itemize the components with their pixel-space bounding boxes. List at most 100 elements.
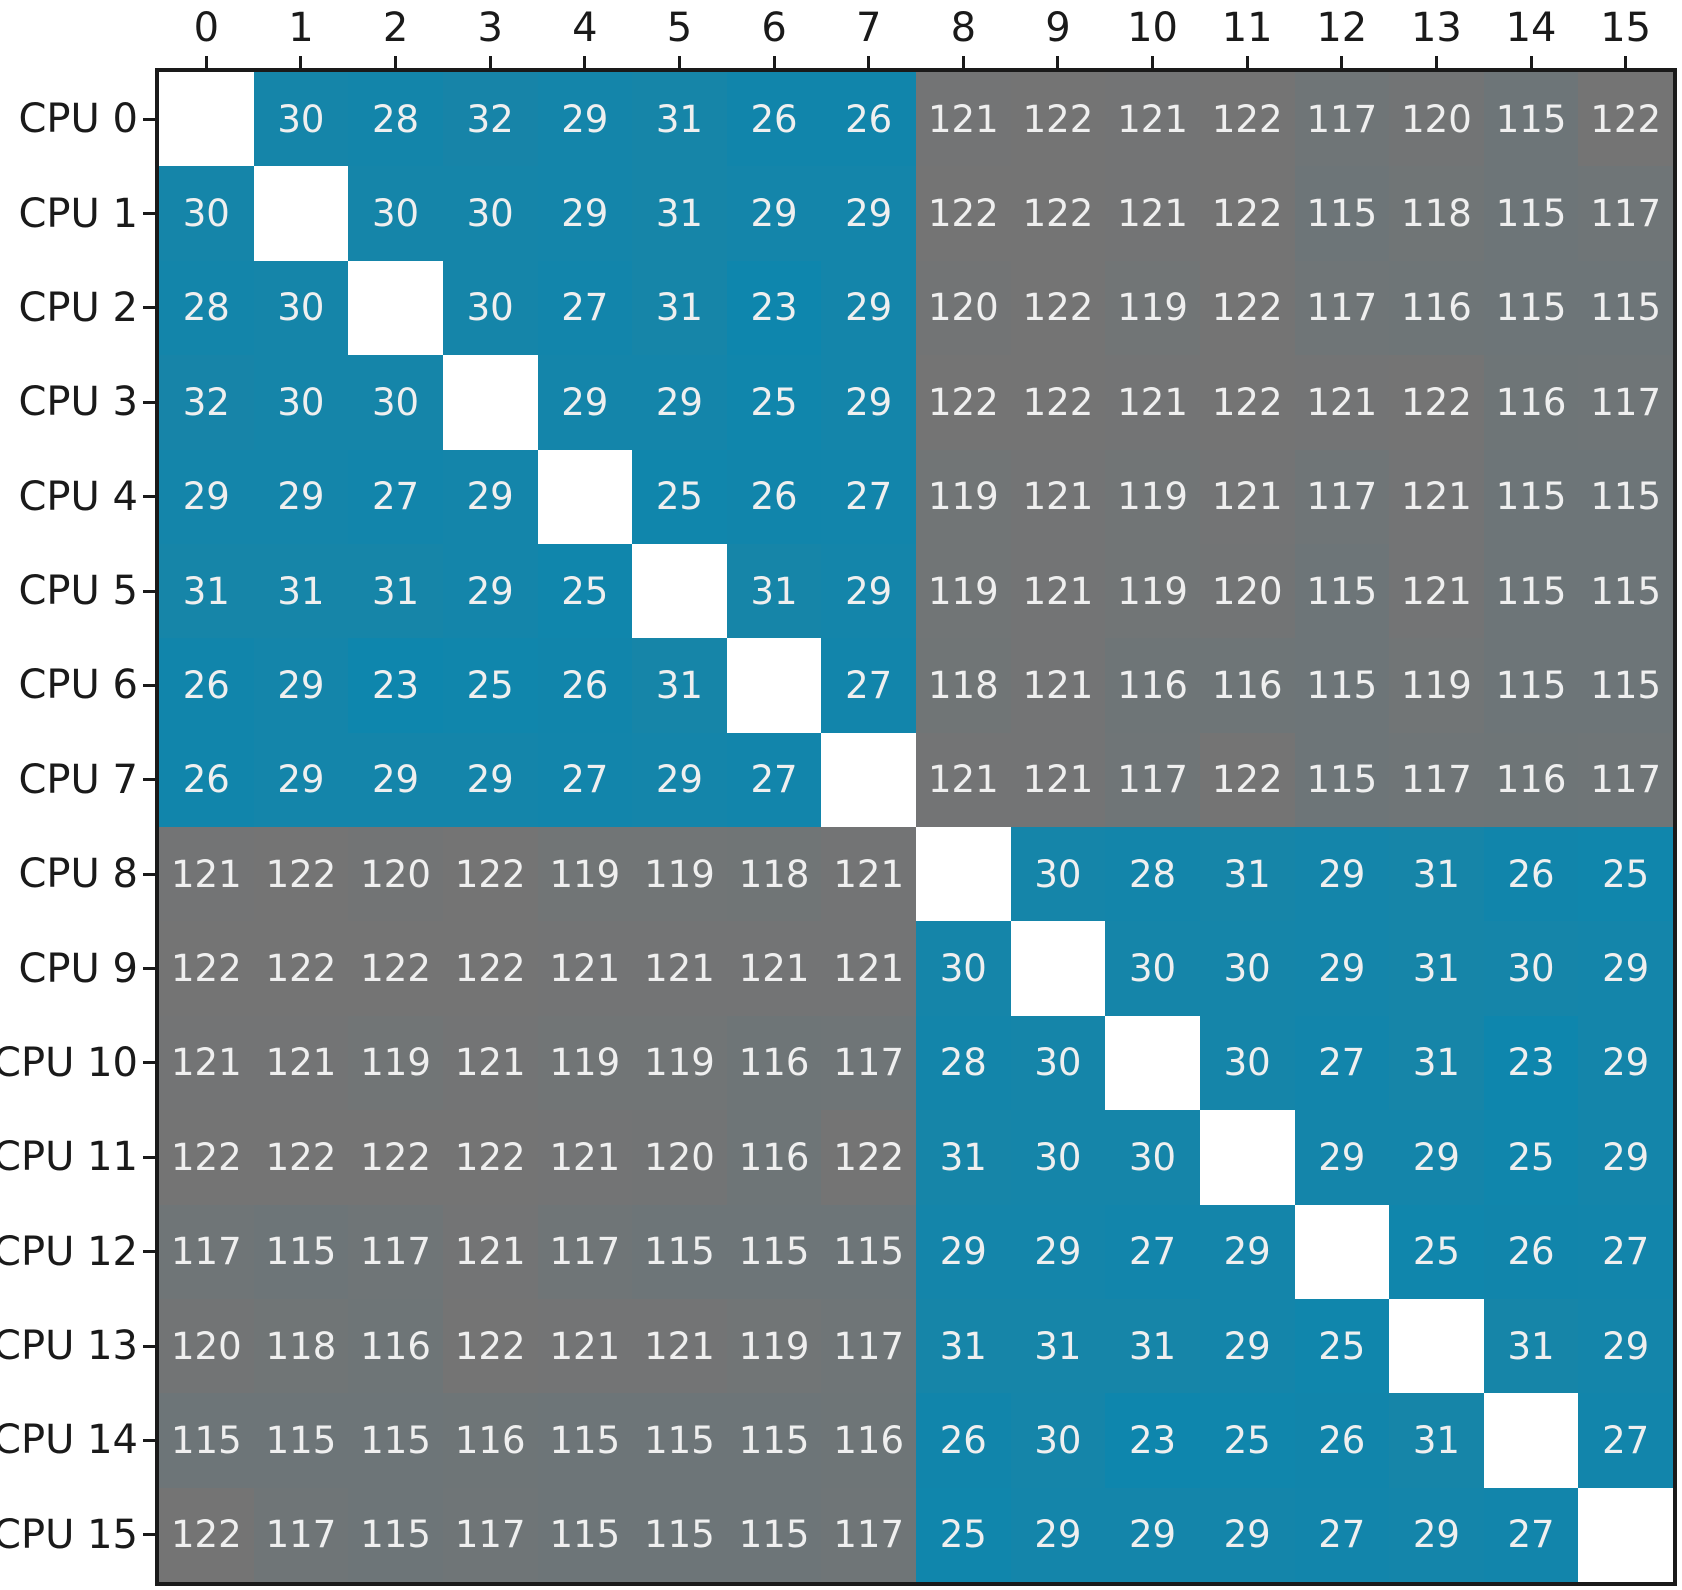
heatmap-cell: 122 xyxy=(1389,355,1484,450)
row-axis-tick xyxy=(143,589,158,593)
heatmap-cell: 121 xyxy=(1199,449,1295,544)
heatmap-cell: 29 xyxy=(821,166,916,261)
heatmap-cell xyxy=(537,449,633,544)
top-axis-tick xyxy=(394,56,398,71)
top-axis-tick xyxy=(488,56,492,71)
heatmap-cell: 26 xyxy=(159,638,254,733)
heatmap-cell: 28 xyxy=(916,1015,1011,1111)
heatmap-cell: 121 xyxy=(442,1015,538,1111)
heatmap-cell: 115 xyxy=(821,1204,916,1299)
heatmap-cell: 121 xyxy=(1010,543,1106,639)
heatmap-cell: 115 xyxy=(159,1393,254,1488)
heatmap-cell: 120 xyxy=(1199,543,1295,639)
heatmap-cell: 122 xyxy=(159,921,254,1016)
heatmap-cell: 119 xyxy=(1105,543,1200,639)
heatmap-cell: 25 xyxy=(537,543,633,639)
heatmap-cell: 121 xyxy=(537,921,633,1016)
heatmap-cell: 30 xyxy=(253,260,349,356)
heatmap-cell: 23 xyxy=(1483,1015,1579,1111)
heatmap-cell: 117 xyxy=(253,1487,349,1582)
top-axis-label-6: 6 xyxy=(761,5,787,51)
heatmap-cell: 117 xyxy=(1578,732,1673,827)
heatmap-cell: 31 xyxy=(1389,1015,1484,1111)
heatmap-cell xyxy=(253,166,349,261)
heatmap-cell: 121 xyxy=(159,827,254,922)
heatmap-cell: 122 xyxy=(442,827,538,922)
heatmap-cell: 116 xyxy=(1389,260,1484,356)
row-label-cpu-6: CPU 6 xyxy=(18,662,139,709)
heatmap-cell: 30 xyxy=(1199,1015,1295,1111)
row-label-cpu-7: CPU 7 xyxy=(18,756,139,803)
heatmap-cell: 25 xyxy=(916,1487,1011,1582)
heatmap-cell: 119 xyxy=(537,827,633,922)
heatmap-cell: 30 xyxy=(1010,827,1106,922)
heatmap-cell: 121 xyxy=(821,827,916,922)
heatmap-cell: 31 xyxy=(1483,1298,1579,1394)
heatmap-cell: 122 xyxy=(1199,732,1295,827)
heatmap-cell: 122 xyxy=(1199,260,1295,356)
heatmap-cell: 27 xyxy=(537,260,633,356)
heatmap-cell xyxy=(1578,1487,1673,1582)
heatmap-cell: 29 xyxy=(916,1204,1011,1299)
heatmap-cell: 121 xyxy=(1105,355,1200,450)
row-axis-tick xyxy=(143,306,158,310)
heatmap-cell: 29 xyxy=(253,638,349,733)
heatmap-cell: 30 xyxy=(1105,921,1200,1016)
row-axis-tick xyxy=(143,1250,158,1254)
heatmap-cell: 26 xyxy=(916,1393,1011,1488)
heatmap-cell: 115 xyxy=(1578,543,1673,639)
heatmap-cell: 122 xyxy=(1010,166,1106,261)
heatmap-cell: 119 xyxy=(916,543,1011,639)
top-axis-tick xyxy=(1434,56,1438,71)
top-axis-label-0: 0 xyxy=(193,5,220,51)
heatmap-cell: 26 xyxy=(1294,1393,1390,1488)
heatmap-cell: 119 xyxy=(1105,449,1200,544)
heatmap-cell: 115 xyxy=(726,1393,822,1488)
heatmap-cell: 122 xyxy=(253,827,349,922)
heatmap-cell: 29 xyxy=(253,732,349,827)
heatmap-cell: 29 xyxy=(1105,1487,1200,1582)
row-axis-tick xyxy=(143,1061,158,1065)
heatmap-cell: 115 xyxy=(1483,166,1579,261)
heatmap-cell: 122 xyxy=(1010,72,1106,167)
heatmap-cell: 26 xyxy=(821,72,916,167)
heatmap-cell: 29 xyxy=(253,449,349,544)
row-axis-tick xyxy=(143,1344,158,1348)
heatmap-cell: 31 xyxy=(632,72,727,167)
heatmap-cell: 122 xyxy=(253,1110,349,1205)
heatmap-cell: 121 xyxy=(916,72,1011,167)
heatmap-cell: 29 xyxy=(1199,1204,1295,1299)
top-axis-tick xyxy=(1245,56,1249,71)
heatmap-cell: 25 xyxy=(1294,1298,1390,1394)
heatmap-cell: 115 xyxy=(537,1487,633,1582)
heatmap-cell: 121 xyxy=(821,921,916,1016)
heatmap-cell: 115 xyxy=(726,1204,822,1299)
heatmap-cell: 30 xyxy=(348,166,443,261)
row-axis-tick xyxy=(143,1155,158,1159)
heatmap-cell: 26 xyxy=(726,449,822,544)
heatmap-cell: 30 xyxy=(442,260,538,356)
top-axis-tick xyxy=(299,56,303,71)
heatmap-cell: 29 xyxy=(1294,827,1390,922)
heatmap-cell: 115 xyxy=(1483,543,1579,639)
heatmap-cell: 27 xyxy=(1578,1393,1673,1488)
heatmap-cell: 122 xyxy=(821,1110,916,1205)
heatmap-cell: 29 xyxy=(1294,1110,1390,1205)
heatmap-cell: 28 xyxy=(348,72,443,167)
top-axis-tick xyxy=(772,56,776,71)
heatmap-cell: 30 xyxy=(159,166,254,261)
heatmap-cell: 27 xyxy=(348,449,443,544)
heatmap-cell xyxy=(1199,1110,1295,1205)
heatmap-cell xyxy=(1105,1015,1200,1111)
heatmap-cell: 27 xyxy=(1483,1487,1579,1582)
heatmap-cell: 122 xyxy=(442,1110,538,1205)
heatmap-cell: 115 xyxy=(253,1204,349,1299)
heatmap-cell: 120 xyxy=(632,1110,727,1205)
heatmap-cell: 115 xyxy=(632,1393,727,1488)
heatmap-cell: 115 xyxy=(726,1487,822,1582)
heatmap-cell: 29 xyxy=(1199,1487,1295,1582)
heatmap-cell: 29 xyxy=(1010,1487,1106,1582)
heatmap-cell: 121 xyxy=(537,1298,633,1394)
row-axis-tick xyxy=(143,1438,158,1442)
heatmap-cell: 117 xyxy=(1294,449,1390,544)
